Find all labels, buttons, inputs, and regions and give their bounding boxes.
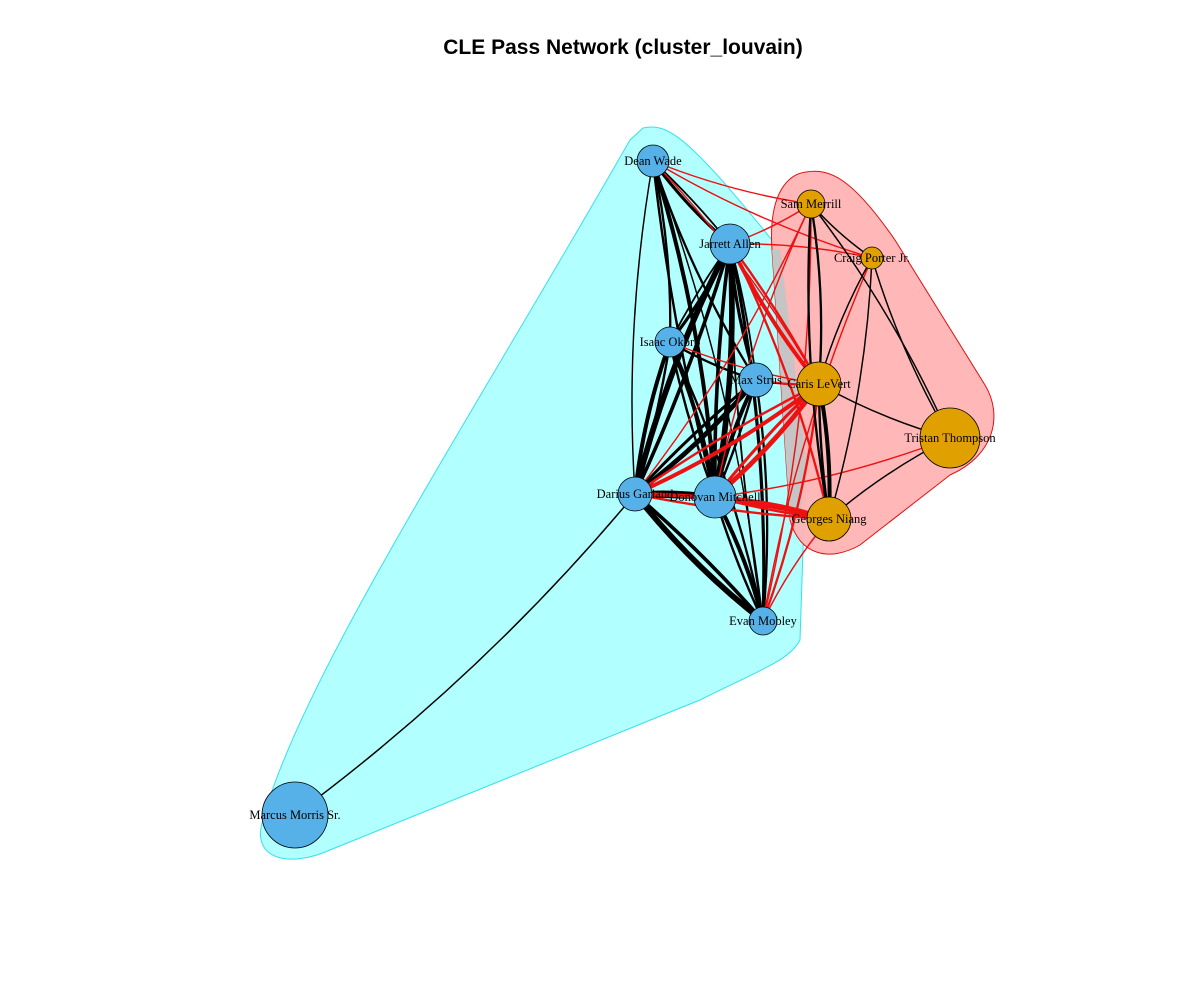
- edge-dean-donovan: [651, 159, 717, 499]
- node-isaac: [654, 326, 686, 358]
- node-label-tristan: Tristan Thompson: [904, 431, 996, 445]
- edge-craig-georges: [828, 257, 873, 520]
- node-label-marcus: Marcus Morris Sr.: [249, 808, 340, 822]
- node-label-craig: Craig Porter Jr.: [834, 251, 910, 265]
- edge-jarrett-darius-parallel: [633, 243, 732, 495]
- node-label-darius: Darius Garland: [597, 487, 674, 501]
- edge-darius-marcus: [294, 493, 636, 816]
- edge-darius-evan: [632, 491, 766, 624]
- edge-dean-evan: [652, 160, 764, 622]
- node-darius: [617, 476, 653, 512]
- edge-donovan-sam: [714, 203, 812, 498]
- node-marcus: [261, 781, 329, 849]
- edge-evan-sam: [762, 203, 812, 622]
- node-labels: Dean Wade Jarrett Allen Isaac Okoro Max Str…: [249, 154, 996, 822]
- node-caris: [796, 361, 842, 407]
- edge-dean-sam: [652, 160, 812, 205]
- node-craig: [860, 246, 884, 270]
- node-jarrett: [709, 223, 751, 265]
- edge-sam-tristan: [810, 203, 951, 439]
- node-label-max: Max Strus: [730, 373, 782, 387]
- edge-jarrett-evan: [728, 242, 766, 623]
- edge-isaac-darius: [633, 340, 672, 496]
- edge-donovan-tristan: [714, 437, 951, 498]
- edge-darius-sam: [634, 203, 812, 495]
- edge-max-evan: [754, 378, 769, 623]
- node-label-evan: Evan Mobley: [729, 614, 797, 628]
- node-georges: [806, 496, 852, 542]
- node-label-donovan: Donovan Mitchell: [669, 490, 761, 504]
- edge-jarrett-donovan-parallel: [713, 243, 732, 498]
- node-label-sam: Sam Merrill: [781, 197, 842, 211]
- page-title: CLE Pass Network (cluster_louvain): [443, 36, 803, 59]
- node-label-jarrett: Jarrett Allen: [699, 237, 761, 251]
- node-label-isaac: Isaac Okoro: [640, 335, 701, 349]
- node-dean: [636, 144, 670, 178]
- node-label-caris: Caris LeVert: [787, 377, 851, 391]
- node-donovan: [693, 475, 737, 519]
- nodes: [261, 144, 981, 849]
- edge-dean-darius: [631, 160, 654, 495]
- node-max: [738, 362, 774, 398]
- edge-isaac-darius-parallel: [633, 341, 672, 495]
- edge-darius-caris: [633, 382, 821, 496]
- node-sam: [796, 189, 826, 219]
- edge-darius-evan-parallel: [633, 492, 765, 623]
- edge-sam-georges: [807, 202, 831, 521]
- edge-dean-isaac: [651, 159, 672, 344]
- node-label-georges: Georges Niang: [791, 512, 867, 526]
- node-evan: [748, 606, 778, 636]
- node-tristan: [919, 407, 981, 469]
- node-label-dean: Dean Wade: [624, 154, 682, 168]
- edge-evan-craig: [762, 257, 873, 622]
- edge-darius-caris-parallel: [634, 382, 820, 495]
